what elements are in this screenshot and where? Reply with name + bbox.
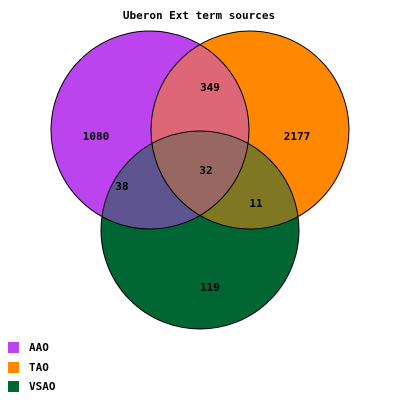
diagram-title: Uberon Ext term sources xyxy=(123,9,275,22)
legend-swatch-tao xyxy=(8,361,19,373)
vsao-outline xyxy=(100,130,300,330)
count-aao-only: 1080 xyxy=(83,130,110,143)
legend: AAO TAO VSAO xyxy=(8,338,208,397)
count-aao-tao: 349 xyxy=(200,81,220,94)
legend-swatch-vsao xyxy=(8,381,19,393)
count-tao-vsao: 11 xyxy=(249,197,263,210)
legend-swatch-aao xyxy=(8,342,19,354)
legend-label-tao: TAO xyxy=(29,360,49,374)
tao-outline xyxy=(150,30,350,230)
count-all-three: 32 xyxy=(199,164,212,177)
aao-vsao-overlap xyxy=(101,131,249,229)
count-vsao-only: 119 xyxy=(200,281,220,294)
legend-label-aao: AAO xyxy=(29,341,49,355)
count-tao-only: 2177 xyxy=(284,130,311,143)
tao-vsao-overlap xyxy=(151,131,299,229)
count-aao-vsao: 38 xyxy=(115,180,128,193)
legend-item-vsao: VSAO xyxy=(8,377,208,397)
aao-outline xyxy=(50,30,250,230)
legend-label-vsao: VSAO xyxy=(29,380,56,394)
legend-item-aao: AAO xyxy=(8,338,208,358)
legend-item-tao: TAO xyxy=(8,358,208,378)
